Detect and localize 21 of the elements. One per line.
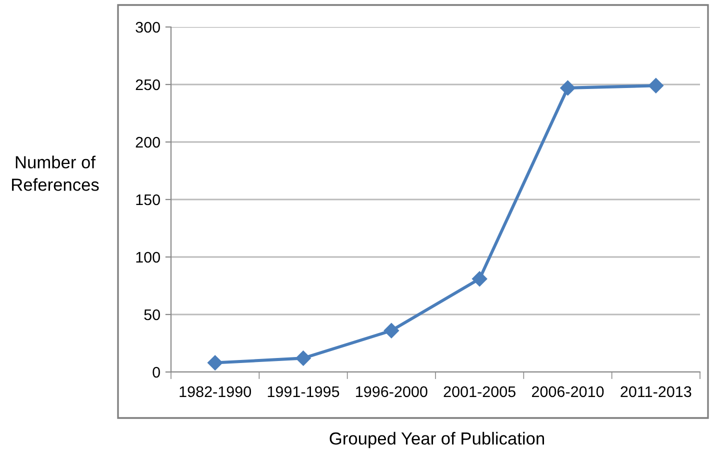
y-tick-label: 150: [136, 194, 160, 206]
x-tick-label: 2001-2005: [444, 386, 516, 398]
point: [384, 323, 399, 338]
point: [296, 350, 311, 366]
point: [648, 78, 664, 94]
point: [560, 80, 576, 96]
point: [208, 355, 223, 370]
x-tick-label: 1982-1990: [180, 386, 252, 398]
x-tick-label: 2011-2013: [620, 386, 692, 398]
x-tick-label: 1996-2000: [356, 386, 428, 398]
point: [472, 271, 488, 286]
y-tick-label: 200: [136, 136, 160, 148]
x-tick-label: 2006-2010: [532, 386, 604, 398]
y-tick-label: 100: [136, 252, 160, 263]
x-axis-title: Grouped Year of Publication: [330, 432, 544, 448]
y-axis-title: Number of References: [12, 156, 99, 191]
x-tick-label: 1991-1995: [268, 386, 340, 398]
y-tick-label: 300: [136, 22, 160, 33]
y-tick-label: 50: [144, 309, 160, 320]
y-tick-label: 0: [152, 366, 160, 378]
y-tick-label: 250: [136, 79, 160, 90]
